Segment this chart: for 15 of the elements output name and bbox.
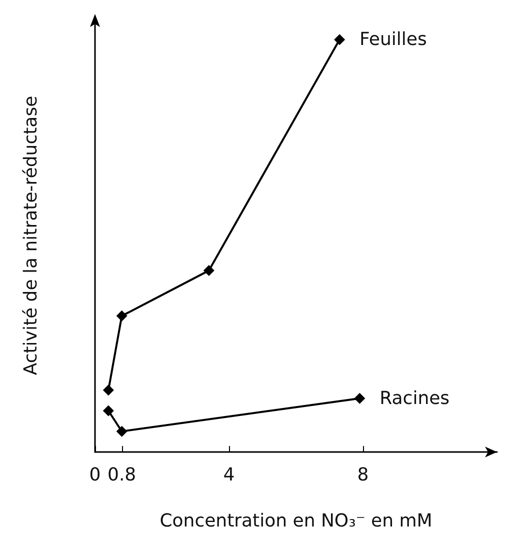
x-tick-label: 0.8 [107, 464, 136, 486]
y-axis-title: Activité de la nitrate-réductase [20, 96, 42, 376]
point [116, 310, 128, 322]
x-tick-label: 4 [223, 464, 235, 486]
x-axis-title: Concentration en NO₃⁻ en mM [160, 510, 432, 532]
point [102, 384, 114, 396]
point [203, 265, 214, 276]
x-tick-label: 0 [89, 464, 101, 486]
series-label: Feuilles [360, 29, 427, 50]
point [334, 34, 346, 46]
series-label: Racines [380, 388, 450, 409]
x-tick-label: 8 [357, 464, 369, 486]
point [102, 405, 114, 416]
point [354, 392, 366, 404]
point [116, 426, 128, 437]
